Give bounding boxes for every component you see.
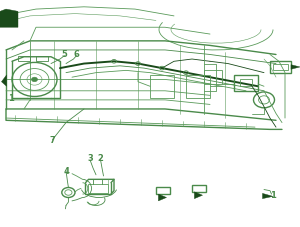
- Bar: [150, 75, 174, 98]
- Polygon shape: [194, 192, 202, 199]
- Polygon shape: [0, 9, 18, 27]
- Polygon shape: [262, 193, 273, 199]
- Polygon shape: [2, 75, 7, 86]
- Polygon shape: [291, 65, 300, 69]
- Bar: [204, 70, 222, 84]
- Bar: [186, 75, 210, 98]
- Circle shape: [32, 77, 38, 82]
- Text: 3: 3: [87, 154, 93, 163]
- Bar: [234, 75, 258, 91]
- Text: 4: 4: [63, 167, 69, 176]
- Text: 6: 6: [74, 50, 80, 59]
- Text: 2: 2: [98, 154, 103, 163]
- Bar: [156, 187, 169, 194]
- Bar: [273, 64, 288, 70]
- Bar: [36, 56, 48, 61]
- Bar: [240, 79, 252, 86]
- Text: 1: 1: [8, 94, 14, 103]
- Text: 5: 5: [61, 50, 68, 59]
- Bar: [270, 61, 291, 73]
- Bar: [88, 184, 108, 193]
- Bar: [18, 56, 30, 61]
- Bar: [192, 185, 206, 192]
- Text: 1: 1: [270, 191, 276, 200]
- Polygon shape: [158, 194, 166, 201]
- Text: 7: 7: [50, 136, 56, 145]
